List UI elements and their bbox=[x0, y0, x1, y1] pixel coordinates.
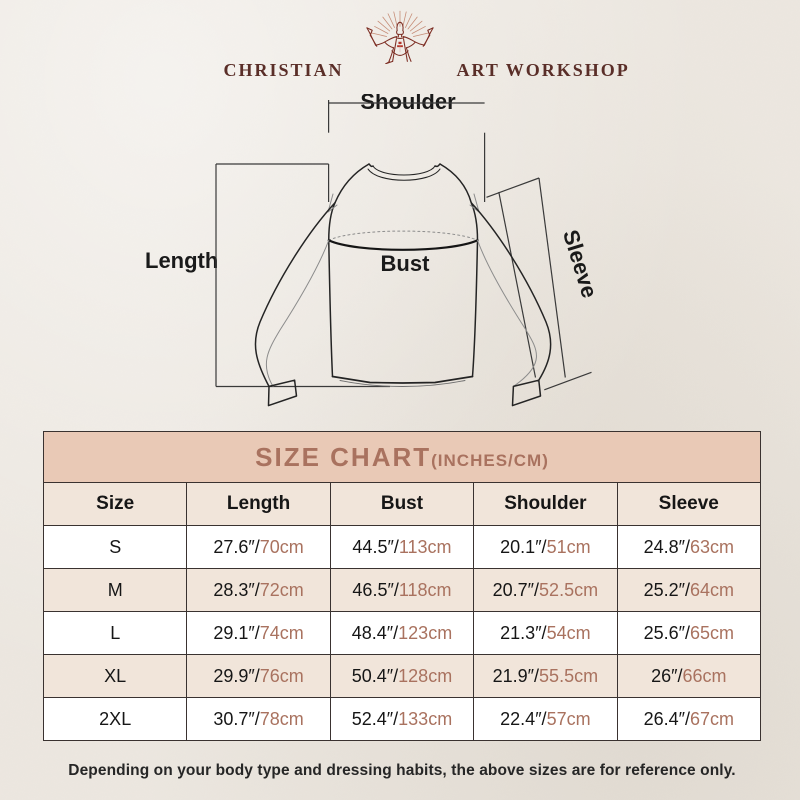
svg-text:Sleeve: Sleeve bbox=[558, 227, 602, 301]
svg-text:Shoulder: Shoulder bbox=[360, 94, 456, 114]
svg-text:Length: Length bbox=[145, 248, 218, 273]
svg-text:Bust: Bust bbox=[381, 251, 431, 276]
